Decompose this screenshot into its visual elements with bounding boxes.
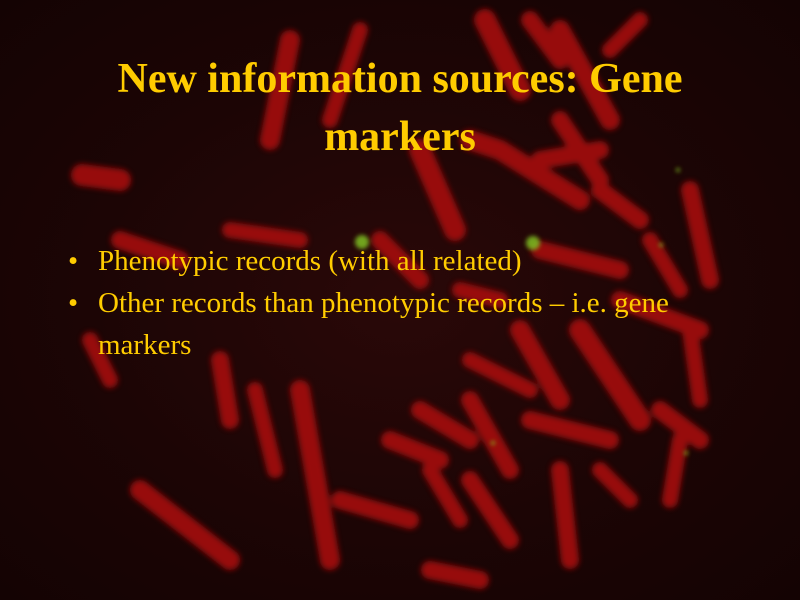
bullet-text: Other records than phenotypic records – … <box>98 287 669 361</box>
slide-title: New information sources: Gene markers <box>117 56 683 160</box>
bullet-text: Phenotypic records (with all related) <box>98 245 522 277</box>
bullet-item: • Other records than phenotypic records … <box>64 282 754 366</box>
bullet-list: • Phenotypic records (with all related) … <box>64 240 754 366</box>
bullet-item: • Phenotypic records (with all related) <box>64 240 754 282</box>
bullet-marker: • <box>68 245 79 277</box>
bullet-marker: • <box>68 287 79 319</box>
